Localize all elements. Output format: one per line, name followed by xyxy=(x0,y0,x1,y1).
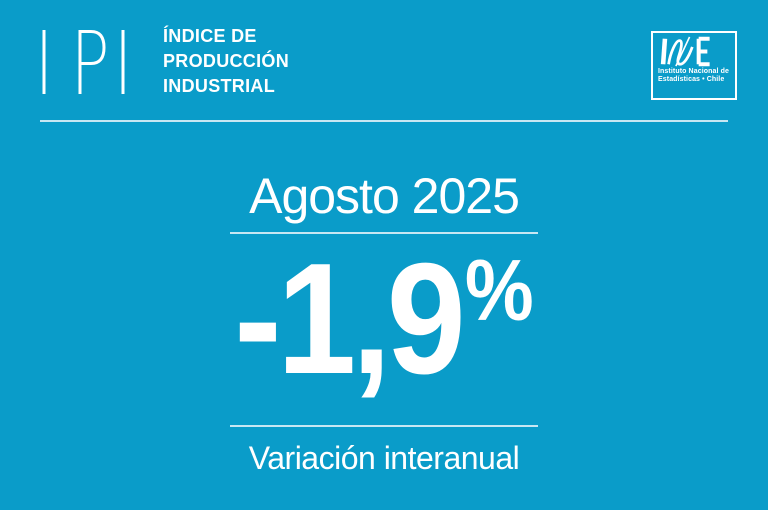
headline-unit: % xyxy=(464,243,534,339)
ine-caption: Instituto Nacional de Estadísticas • Chi… xyxy=(658,68,731,84)
ine-logotype-icon xyxy=(660,36,710,67)
ine-caption-line1: Instituto Nacional de xyxy=(658,68,729,75)
headline-value: -1,9 xyxy=(234,231,466,407)
header-divider xyxy=(40,120,728,122)
ine-caption-line2: Estadísticas • Chile xyxy=(658,76,725,83)
ipi-logo: IPI xyxy=(42,30,126,94)
headline-figure: -1,9 % xyxy=(38,240,729,398)
value-divider-bottom xyxy=(230,425,538,427)
program-title: ÍNDICE DE PRODUCCIÓN INDUSTRIAL xyxy=(163,26,290,96)
value-divider-top xyxy=(230,232,538,234)
ine-logo: INE Instituto Nacional de Estadísticas •… xyxy=(651,31,737,100)
ipi-logo-icon xyxy=(42,30,125,94)
period-label: Agosto 2025 xyxy=(249,168,520,224)
metric-label: Variación interanual xyxy=(248,440,520,476)
